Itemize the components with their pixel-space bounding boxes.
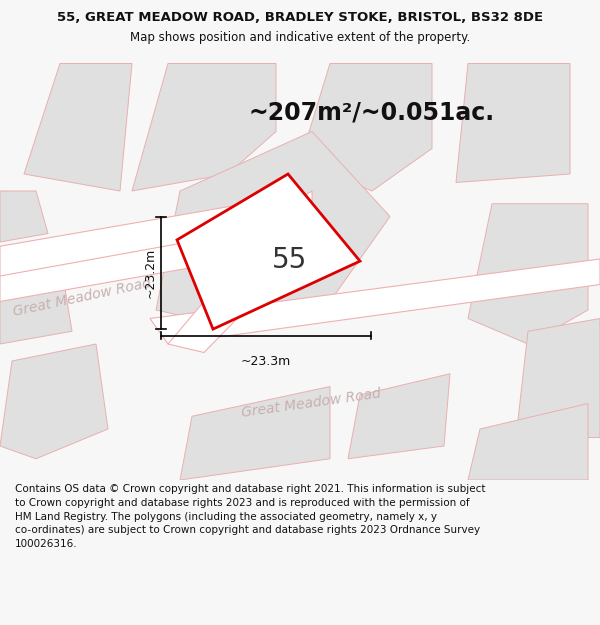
Polygon shape (177, 174, 360, 329)
Polygon shape (0, 191, 312, 301)
Text: ~23.3m: ~23.3m (241, 354, 291, 367)
Text: ~23.2m: ~23.2m (143, 248, 157, 298)
Text: Great Meadow Road: Great Meadow Road (12, 276, 152, 319)
Polygon shape (168, 242, 312, 352)
Polygon shape (300, 64, 432, 191)
Text: 55, GREAT MEADOW ROAD, BRADLEY STOKE, BRISTOL, BS32 8DE: 55, GREAT MEADOW ROAD, BRADLEY STOKE, BR… (57, 11, 543, 24)
Polygon shape (468, 404, 588, 480)
Polygon shape (0, 344, 108, 459)
Polygon shape (150, 259, 600, 344)
Polygon shape (456, 64, 570, 182)
Polygon shape (24, 64, 132, 191)
Polygon shape (156, 131, 390, 331)
Text: Map shows position and indicative extent of the property.: Map shows position and indicative extent… (130, 31, 470, 44)
Polygon shape (132, 64, 276, 191)
Polygon shape (516, 319, 600, 438)
Polygon shape (180, 386, 330, 480)
Polygon shape (0, 199, 282, 276)
Text: ~207m²/~0.051ac.: ~207m²/~0.051ac. (249, 101, 495, 124)
Polygon shape (0, 259, 72, 344)
Text: Contains OS data © Crown copyright and database right 2021. This information is : Contains OS data © Crown copyright and d… (15, 484, 485, 549)
Text: Great Meadow Road: Great Meadow Road (240, 387, 382, 420)
Polygon shape (348, 374, 450, 459)
Text: 55: 55 (272, 246, 307, 274)
Polygon shape (0, 191, 48, 242)
Polygon shape (468, 204, 588, 344)
